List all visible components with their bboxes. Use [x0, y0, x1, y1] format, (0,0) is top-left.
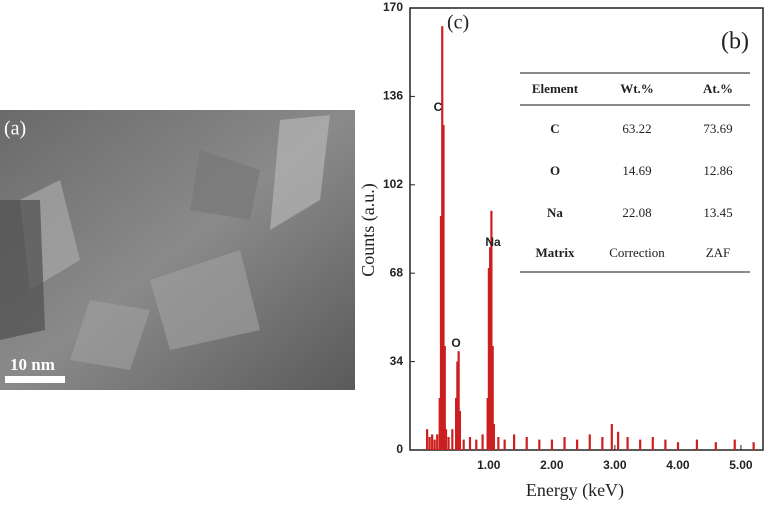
bar [733, 439, 736, 450]
table-header: Wt.% [620, 81, 654, 96]
x-axis-label: Energy (keV) [526, 480, 624, 501]
table-cell: Matrix [536, 245, 575, 260]
bar [664, 439, 667, 450]
bar [676, 442, 680, 450]
y-tick-label: 0 [396, 442, 403, 456]
panel-label: (a) [4, 118, 26, 140]
bar [481, 434, 484, 450]
bar [441, 26, 444, 450]
x-tick-label: 3.00 [603, 458, 627, 472]
bar [457, 351, 460, 450]
panel-label: (c) [447, 12, 469, 34]
bar [431, 434, 434, 450]
y-tick-label: 34 [390, 354, 404, 368]
bar [497, 437, 500, 450]
bar [563, 437, 566, 450]
bar [426, 429, 429, 450]
table-cell: 13.45 [703, 205, 732, 220]
peak-label: Na [485, 235, 501, 249]
table-cell: C [550, 121, 559, 136]
bar [695, 439, 699, 450]
bar [490, 210, 493, 450]
bar [438, 398, 441, 450]
y-tick-label: 136 [383, 89, 403, 103]
bar [503, 439, 506, 450]
x-tick-label: 2.00 [540, 458, 564, 472]
y-tick-label: 102 [383, 177, 403, 191]
bar [475, 439, 478, 450]
table-header: At.% [703, 81, 733, 96]
table-cell: 63.22 [622, 121, 651, 136]
bar [576, 439, 579, 450]
table-cell: ZAF [706, 245, 731, 260]
bar [651, 437, 654, 450]
bar [433, 439, 436, 450]
bar [610, 424, 613, 450]
bar [458, 411, 461, 450]
bar [439, 216, 443, 450]
table-cell: 73.69 [703, 121, 732, 136]
bar [752, 442, 755, 450]
bar [428, 437, 431, 450]
bar [601, 437, 604, 450]
bar [626, 437, 629, 450]
bar [550, 439, 554, 450]
bar [451, 429, 454, 450]
bar [513, 434, 516, 450]
bar [525, 437, 528, 450]
table-cell: 14.69 [622, 163, 651, 178]
bar [486, 398, 489, 450]
table-cell: O [550, 163, 560, 178]
bar [455, 398, 458, 450]
table-cell: Correction [609, 245, 665, 260]
bar [588, 434, 591, 450]
bar [538, 439, 541, 450]
bar [639, 439, 642, 450]
table-header: Element [532, 81, 579, 96]
bar [447, 437, 450, 450]
bar [443, 346, 446, 450]
bar [491, 346, 494, 450]
x-tick-label: 1.00 [477, 458, 501, 472]
peak-label: C [434, 100, 443, 114]
bar [492, 424, 496, 450]
bar [442, 125, 445, 450]
bar [489, 247, 492, 450]
peak-label: O [451, 336, 460, 350]
table-cell: Na [547, 205, 563, 220]
y-axis-label: Counts (a.u.) [358, 183, 379, 277]
bar [456, 361, 459, 450]
scale-bar-label: 10 nm [10, 355, 55, 374]
table-label: (b) [721, 29, 749, 55]
bar [462, 439, 465, 450]
bar [714, 442, 717, 450]
y-tick-label: 68 [390, 265, 404, 279]
x-tick-label: 5.00 [729, 458, 753, 472]
chart: (c) Energy (keV) Counts (a.u.) [358, 7, 764, 501]
x-tick-label: 4.00 [666, 458, 690, 472]
y-tick-label: 170 [383, 0, 403, 14]
bar [436, 434, 439, 450]
bar [617, 431, 620, 450]
bar [487, 268, 490, 450]
table-cell: 12.86 [703, 163, 733, 178]
table-cell: 22.08 [622, 205, 651, 220]
sem-image: (a) 10 nm [0, 110, 355, 390]
bar [444, 429, 448, 450]
bar [468, 437, 472, 450]
